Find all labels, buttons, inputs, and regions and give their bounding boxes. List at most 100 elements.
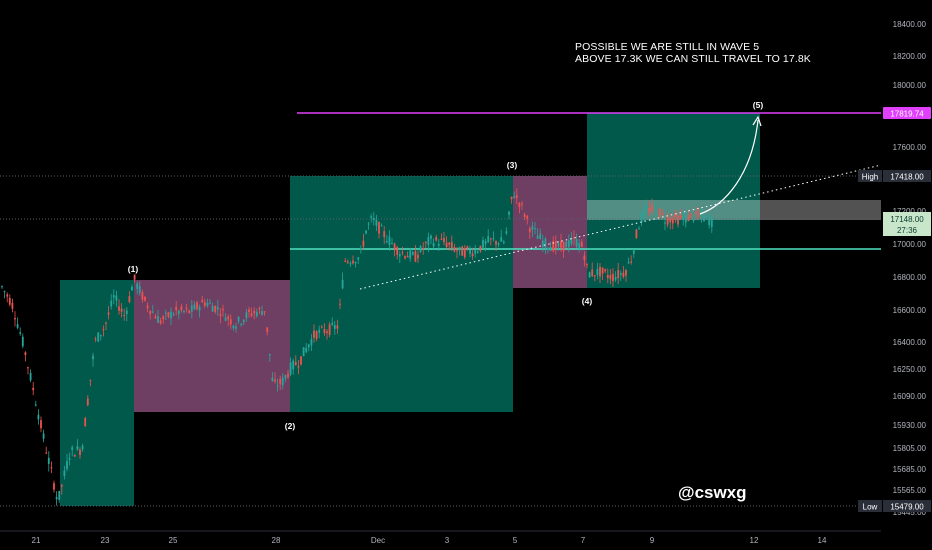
candle-body (193, 304, 196, 310)
candle-body (224, 317, 227, 321)
candle-body (66, 461, 68, 470)
candle-body (612, 273, 614, 282)
candle-body (206, 302, 209, 307)
candle-body (635, 229, 638, 238)
candle-body (305, 348, 308, 353)
candle-body (401, 252, 404, 254)
candle-body (3, 291, 6, 293)
candle-body (84, 418, 87, 427)
candle-body (586, 263, 588, 265)
candle-body (102, 329, 105, 331)
candle-body (219, 314, 222, 316)
candle-body (21, 336, 24, 347)
candle-body (521, 203, 523, 205)
bull-box-wave3 (290, 176, 513, 412)
candle-body (276, 385, 279, 387)
candle-body (445, 242, 448, 248)
candle-body (271, 377, 274, 382)
candle-body (632, 250, 635, 254)
candle-body (326, 331, 328, 333)
candle-body (248, 309, 250, 313)
candle-body (73, 455, 76, 457)
x-tick-label: 25 (169, 536, 178, 545)
candle-body (544, 238, 547, 248)
candle-body (710, 217, 713, 228)
candle-body (396, 247, 399, 255)
candle-body (146, 305, 149, 309)
candle-body (297, 366, 300, 368)
candle-body (339, 303, 341, 305)
candle-body (346, 261, 349, 263)
candle-body (14, 317, 16, 320)
candle-body (42, 433, 45, 439)
candle-body (1, 286, 3, 288)
candle-body (435, 237, 438, 241)
candle-body (354, 262, 357, 264)
candle-body (105, 322, 107, 324)
candle-body (398, 254, 401, 257)
candle-body (279, 378, 282, 385)
candle-body (588, 272, 591, 278)
candle-body (47, 457, 50, 464)
candle-body (242, 319, 245, 323)
candle-body (674, 213, 677, 218)
candle-body (484, 240, 487, 244)
y-tick-label: 18000.00 (893, 81, 927, 90)
current-price-tag (883, 212, 931, 236)
y-tick-label: 16400.00 (893, 338, 927, 347)
candle-body (541, 240, 544, 248)
y-tick-label: 15930.00 (893, 421, 927, 430)
candle-body (261, 311, 263, 316)
candle-body (370, 216, 373, 218)
candle-body (622, 272, 625, 277)
wave-label: (4) (582, 296, 593, 306)
candle-body (53, 483, 55, 490)
candle-body (567, 240, 570, 248)
candle-body (331, 322, 334, 325)
candle-body (86, 398, 89, 406)
candle-body (573, 237, 575, 239)
candle-body (643, 207, 646, 216)
candle-body (310, 339, 313, 346)
candle-body (552, 241, 555, 252)
bull-box-wave5 (587, 113, 760, 288)
candle-body (385, 240, 388, 243)
y-tick-label: 15805.00 (893, 444, 927, 453)
candle-body (536, 235, 539, 239)
candle-body (227, 316, 230, 320)
candle-body (609, 274, 612, 280)
candle-body (89, 379, 92, 381)
candle-body (167, 312, 170, 317)
y-tick-label: 15565.00 (893, 486, 927, 495)
candle-body (274, 379, 276, 382)
candle-body (196, 302, 198, 309)
candle-body (328, 324, 331, 335)
low-price-text: 15479.00 (890, 503, 924, 512)
candle-body (489, 238, 492, 240)
candle-body (645, 206, 648, 209)
candle-body (372, 218, 375, 221)
candle-body (513, 196, 516, 198)
candle-body (24, 352, 27, 356)
candle-body (549, 247, 552, 251)
candle-body (526, 215, 529, 219)
y-tick-label: 15445.00 (893, 508, 927, 517)
candle-body (253, 311, 256, 314)
wave-label: (2) (285, 421, 296, 431)
candle-body (131, 286, 133, 291)
candle-body (357, 257, 360, 260)
candle-body (593, 275, 596, 277)
candle-body (170, 311, 172, 319)
candle-body (141, 292, 144, 300)
candle-body (123, 314, 126, 316)
candle-body (458, 246, 461, 250)
candle-body (307, 344, 310, 348)
candle-body (411, 252, 414, 255)
annotation-line-1: POSSIBLE WE ARE STILL IN WAVE 5 (575, 41, 760, 53)
low-name-text: Low (863, 503, 878, 512)
candle-body (16, 324, 19, 328)
candle-body (292, 360, 295, 370)
chart-annotation: POSSIBLE WE ARE STILL IN WAVE 5 ABOVE 17… (575, 41, 811, 65)
candle-body (601, 267, 604, 274)
